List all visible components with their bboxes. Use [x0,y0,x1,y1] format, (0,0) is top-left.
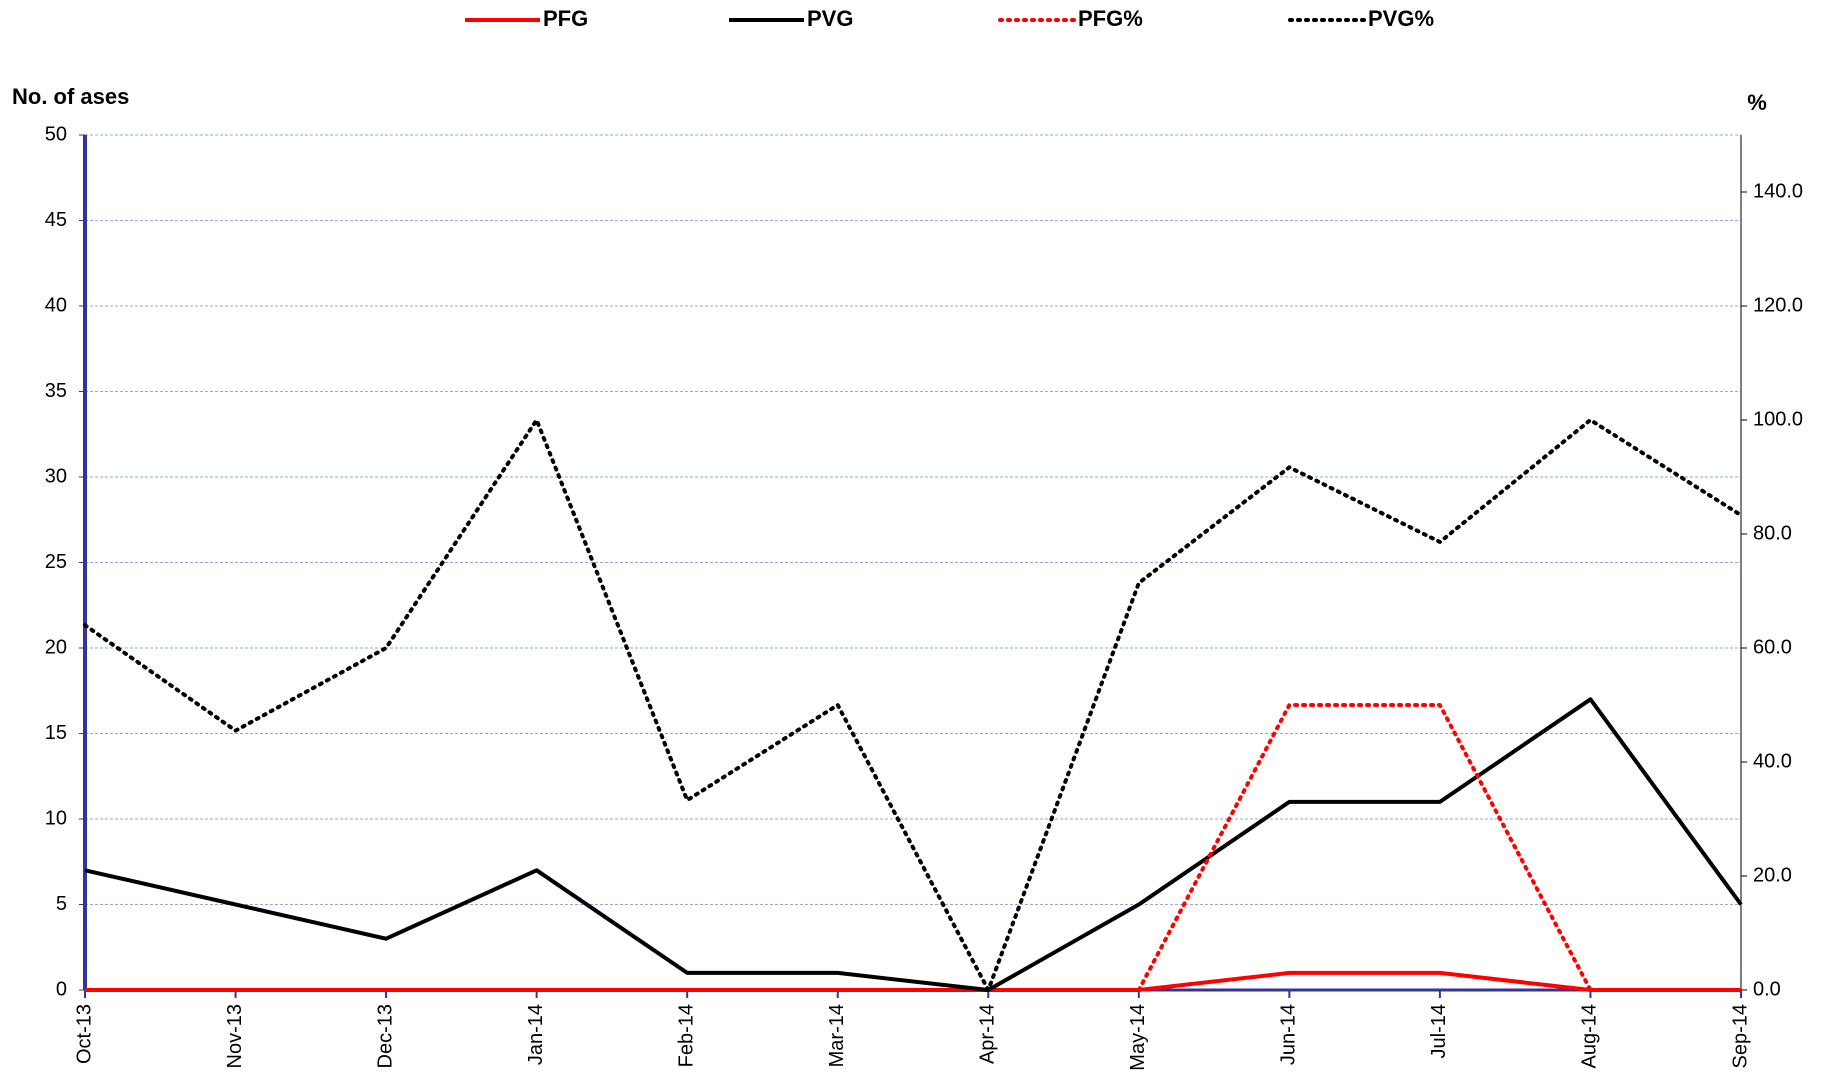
y2-tick-label: 100.0 [1753,408,1803,430]
x-tick-label: Apr-14 [977,1004,999,1064]
y-axis-label: No. of ases [12,84,129,109]
y2-tick-label: 0.0 [1753,978,1781,1000]
x-tick-label: Dec-13 [374,1004,396,1068]
y-tick-label: 25 [45,551,67,573]
y-tick-label: 5 [56,893,67,915]
x-tick-label: Jan-14 [525,1004,547,1065]
series-line [85,970,1741,992]
x-tick-label: Jun-14 [1278,1004,1300,1065]
x-tick-label: Mar-14 [826,1004,848,1067]
y2-tick-label: 80.0 [1753,522,1792,544]
y-tick-label: 20 [45,636,67,658]
y2-axis-label: % [1747,90,1767,115]
x-tick-label: Feb-14 [675,1004,697,1067]
y-tick-label: 30 [45,465,67,487]
x-tick-label: Jul-14 [1428,1004,1450,1058]
x-tick-label: Oct-13 [73,1004,95,1064]
series-line [84,697,1743,992]
legend-label: PFG% [1078,6,1143,31]
series-line [1136,703,1593,992]
legend-label: PVG [807,6,853,31]
x-tick-label: Sep-14 [1729,1004,1751,1069]
legend-label: PVG% [1368,6,1434,31]
series-line [83,418,1743,992]
y-tick-label: 40 [45,294,67,316]
y2-tick-label: 120.0 [1753,294,1803,316]
y-tick-label: 45 [45,209,67,231]
y2-tick-label: 40.0 [1753,750,1792,772]
x-tick-label: Nov-13 [224,1004,246,1068]
y2-tick-label: 20.0 [1753,864,1792,886]
y2-tick-label: 140.0 [1753,180,1803,202]
y2-tick-label: 60.0 [1753,636,1792,658]
y-tick-label: 0 [56,978,67,1000]
y-tick-label: 50 [45,123,67,145]
legend-label: PFG [543,6,588,31]
y-tick-label: 10 [45,807,67,829]
x-tick-label: Aug-14 [1579,1004,1601,1069]
y-tick-label: 15 [45,722,67,744]
y-tick-label: 35 [45,380,67,402]
x-tick-label: May-14 [1127,1004,1149,1071]
